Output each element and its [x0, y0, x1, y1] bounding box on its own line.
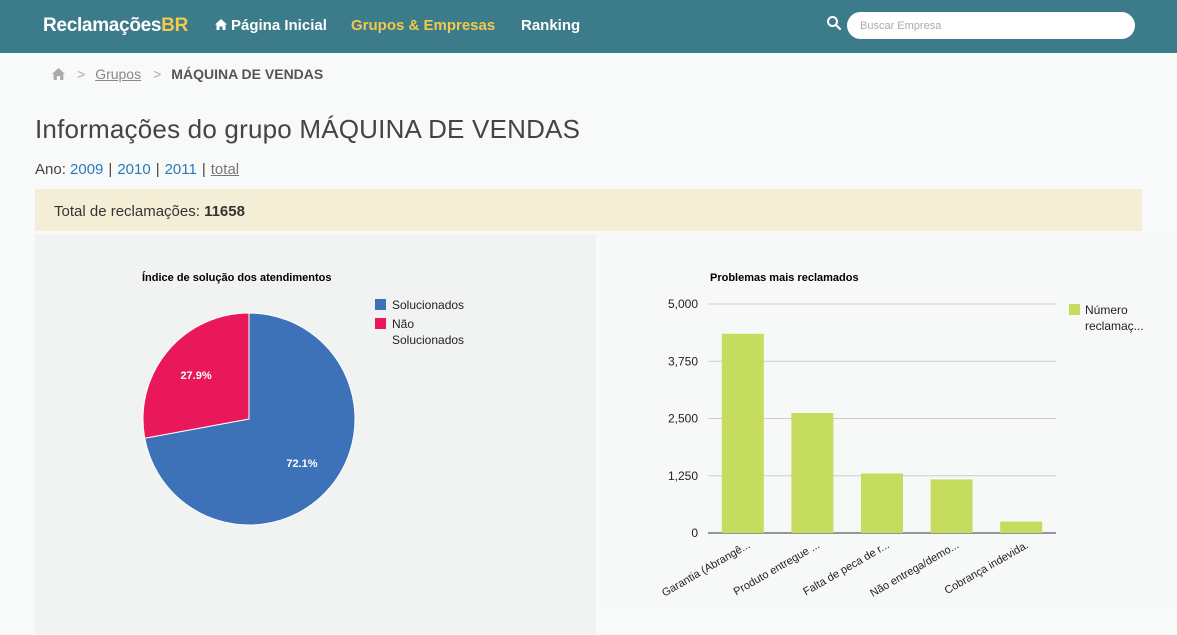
- bar-chart-panel: Problemas mais reclamados 0 1,250 2,500 3,7…: [602, 234, 1177, 604]
- home-icon: [215, 19, 227, 30]
- breadcrumb-separator: >: [77, 66, 86, 82]
- year-separator: |: [201, 161, 206, 178]
- breadcrumb-separator: >: [153, 66, 162, 82]
- pie-chart: Índice de solução dos atendimentos 72.1%…: [142, 271, 464, 526]
- legend-label: Número: [1085, 303, 1128, 317]
- legend-swatch: [375, 299, 386, 310]
- brand-accent: BR: [161, 15, 189, 36]
- year-filter: Ano: 2009 | 2010 | 2011 | total: [35, 161, 239, 178]
- year-link-2010[interactable]: 2010: [117, 161, 151, 178]
- pie-slice-nao-solucionados[interactable]: [142, 312, 250, 439]
- pie-slice-label: 27.9%: [180, 370, 211, 382]
- total-complaints-value: 11658: [204, 203, 245, 220]
- total-complaints-label: Total de reclamações:: [54, 203, 200, 220]
- nav-ranking-label: Ranking: [521, 17, 581, 34]
- y-tick-label: 1,250: [668, 469, 698, 483]
- nav-home[interactable]: Página Inicial: [215, 17, 327, 34]
- pie-slice-label: 72.1%: [286, 458, 317, 470]
- y-tick-label: 0: [691, 526, 698, 540]
- brand-logo[interactable]: ReclamaçõesBR: [43, 15, 188, 37]
- bar-1[interactable]: [721, 333, 764, 533]
- year-link-2009[interactable]: 2009: [70, 161, 104, 178]
- year-filter-label: Ano:: [35, 161, 66, 178]
- year-link-2011[interactable]: 2011: [164, 161, 197, 178]
- search-input[interactable]: [847, 12, 1135, 39]
- breadcrumb-link-groups[interactable]: Grupos: [95, 66, 142, 82]
- nav-groups[interactable]: Grupos & Empresas: [351, 17, 495, 34]
- bar-chart-title: Problemas mais reclamados: [710, 272, 859, 284]
- total-complaints-box: Total de reclamações: 11658: [35, 189, 1142, 231]
- legend-label: Solucionados: [392, 298, 464, 312]
- page-title: Informações do grupo MÁQUINA DE VENDAS: [35, 114, 581, 144]
- nav-home-label: Página Inicial: [231, 17, 327, 34]
- bar-chart: Problemas mais reclamados 0 1,250 2,500 3,7…: [660, 272, 1144, 600]
- y-tick-label: 3,750: [668, 354, 698, 368]
- home-icon[interactable]: [52, 68, 65, 80]
- total-complaints-text: Total de reclamações: 11658: [54, 203, 245, 220]
- legend-label: Não: [392, 317, 414, 331]
- top-navbar: ReclamaçõesBR Página Inicial Grupos & Em…: [0, 0, 1177, 53]
- nav-groups-label: Grupos & Empresas: [351, 17, 496, 34]
- breadcrumb: > Grupos > MÁQUINA DE VENDAS: [52, 66, 323, 82]
- search-icon[interactable]: [826, 15, 842, 31]
- pie-chart-panel: Índice de solução dos atendimentos 72.1%…: [35, 234, 596, 634]
- brand-main: Reclamações: [43, 15, 162, 36]
- legend-swatch: [375, 318, 386, 329]
- year-separator: |: [108, 161, 113, 178]
- year-separator: |: [155, 161, 160, 178]
- legend-swatch: [1069, 304, 1080, 315]
- year-link-total[interactable]: total: [210, 161, 240, 178]
- pie-chart-title: Índice de solução dos atendimentos: [142, 271, 331, 284]
- bar-3[interactable]: [861, 473, 903, 533]
- pie-slice-solucionados[interactable]: [144, 312, 356, 526]
- legend-label: reclamaç...: [1085, 319, 1144, 333]
- bar-4[interactable]: [930, 479, 973, 533]
- bar-5[interactable]: [1000, 521, 1043, 533]
- y-tick-label: 2,500: [668, 412, 698, 426]
- bar-2[interactable]: [791, 413, 834, 533]
- y-tick-label: 5,000: [668, 297, 698, 311]
- breadcrumb-current: MÁQUINA DE VENDAS: [171, 66, 324, 82]
- nav-ranking[interactable]: Ranking: [521, 17, 580, 34]
- legend-label: Solucionados: [392, 333, 464, 347]
